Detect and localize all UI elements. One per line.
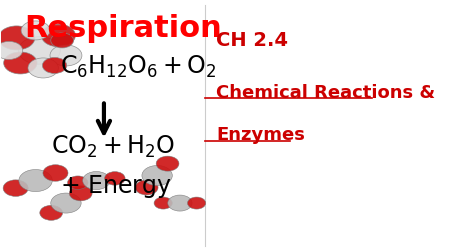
Circle shape bbox=[156, 156, 179, 171]
Circle shape bbox=[50, 46, 82, 67]
Text: $\mathrm{+ \ Energy}$: $\mathrm{+ \ Energy}$ bbox=[60, 172, 172, 199]
Circle shape bbox=[69, 186, 92, 201]
Circle shape bbox=[68, 176, 88, 190]
Circle shape bbox=[43, 165, 68, 181]
Text: CH 2.4: CH 2.4 bbox=[216, 31, 288, 50]
Circle shape bbox=[42, 58, 67, 74]
Circle shape bbox=[135, 180, 158, 195]
Text: Enzymes: Enzymes bbox=[216, 126, 305, 144]
Circle shape bbox=[142, 166, 172, 186]
Circle shape bbox=[154, 197, 172, 209]
Circle shape bbox=[4, 53, 37, 75]
Text: Respiration: Respiration bbox=[24, 14, 222, 43]
Circle shape bbox=[188, 197, 206, 209]
Circle shape bbox=[168, 195, 192, 211]
Circle shape bbox=[51, 34, 73, 49]
Circle shape bbox=[19, 170, 52, 192]
Circle shape bbox=[18, 38, 60, 65]
Circle shape bbox=[28, 59, 58, 79]
Text: $\mathrm{CO_2 + H_2O}$: $\mathrm{CO_2 + H_2O}$ bbox=[51, 133, 175, 159]
Circle shape bbox=[0, 42, 22, 60]
Circle shape bbox=[3, 180, 28, 197]
Circle shape bbox=[83, 172, 110, 190]
Circle shape bbox=[41, 25, 76, 47]
Circle shape bbox=[51, 193, 81, 213]
Text: Chemical Reactions &: Chemical Reactions & bbox=[216, 84, 435, 102]
Text: $\mathrm{C_6H_{12}O_6 + O_2}$: $\mathrm{C_6H_{12}O_6 + O_2}$ bbox=[60, 53, 217, 79]
Circle shape bbox=[21, 22, 50, 41]
Circle shape bbox=[40, 205, 63, 220]
Circle shape bbox=[104, 172, 125, 185]
Circle shape bbox=[0, 27, 35, 51]
